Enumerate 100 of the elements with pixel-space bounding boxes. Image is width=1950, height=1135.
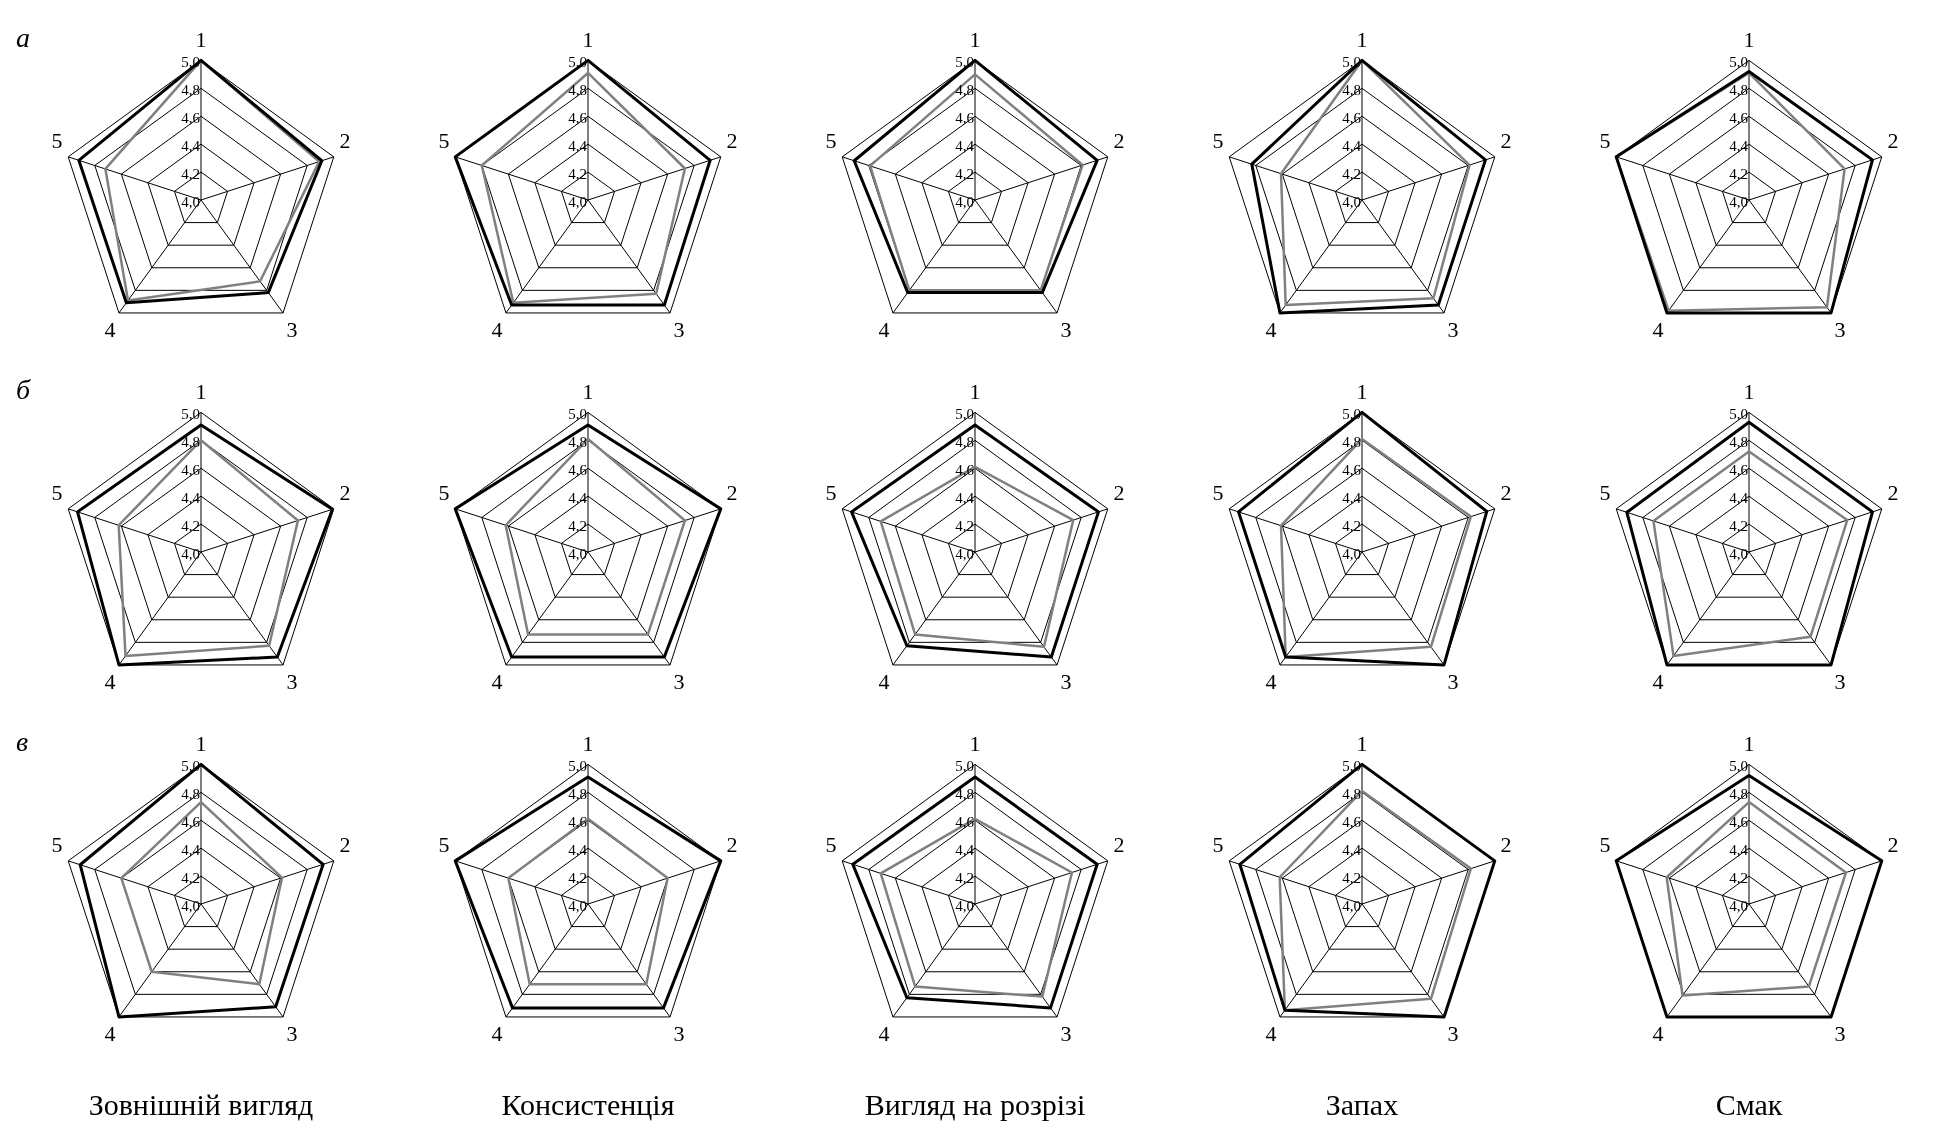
spoke-label: 4 xyxy=(1265,316,1277,342)
spoke-label: 4 xyxy=(878,316,890,342)
y-tick-label: 4,2 xyxy=(955,518,974,535)
y-tick-label: 4,4 xyxy=(1342,842,1362,859)
spoke-label: 2 xyxy=(1887,479,1899,505)
y-tick-label: 4,8 xyxy=(181,786,200,803)
spoke-label: 4 xyxy=(491,668,503,694)
y-tick-label: 4,0 xyxy=(1342,545,1361,562)
y-tick-label: 4,6 xyxy=(1729,814,1749,831)
spoke-label: 2 xyxy=(339,479,351,505)
spoke-label: 3 xyxy=(1060,668,1072,694)
spoke-label: 1 xyxy=(1743,26,1755,52)
y-tick-label: 5,0 xyxy=(568,406,587,423)
y-tick-label: 4,8 xyxy=(568,434,587,451)
spoke-label: 3 xyxy=(1834,668,1846,694)
y-tick-label: 4,4 xyxy=(1729,138,1749,155)
spoke-label: 3 xyxy=(1834,316,1846,342)
text: б xyxy=(16,374,31,406)
spoke-label: 5 xyxy=(51,831,63,857)
spoke-label: 3 xyxy=(1834,1020,1846,1046)
y-tick-label: 4,6 xyxy=(568,462,588,479)
spoke-label: 3 xyxy=(673,668,685,694)
spoke-label: 5 xyxy=(51,127,63,153)
y-tick-label: 4,4 xyxy=(181,490,201,507)
y-tick-label: 4,6 xyxy=(955,462,975,479)
y-tick-label: 4,2 xyxy=(1342,166,1361,183)
y-tick-label: 4,6 xyxy=(181,462,201,479)
spoke-label: 4 xyxy=(1265,668,1277,694)
y-tick-label: 4,6 xyxy=(1729,110,1749,127)
y-tick-label: 4,0 xyxy=(181,545,200,562)
spoke-label: 2 xyxy=(1887,127,1899,153)
spoke-label: 2 xyxy=(1500,479,1512,505)
y-tick-label: 4,4 xyxy=(568,138,588,155)
spoke-label: 3 xyxy=(1447,668,1459,694)
text: Смак xyxy=(1715,1088,1783,1122)
y-tick-label: 4,0 xyxy=(568,545,587,562)
y-tick-label: 4,2 xyxy=(1729,166,1748,183)
y-tick-label: 5,0 xyxy=(955,758,974,775)
y-tick-label: 4,0 xyxy=(181,193,200,210)
y-tick-label: 4,0 xyxy=(955,897,974,914)
y-tick-label: 4,8 xyxy=(1342,786,1361,803)
y-tick-label: 4,2 xyxy=(1729,870,1748,887)
spoke-label: 5 xyxy=(825,831,837,857)
spoke-label: 3 xyxy=(286,668,298,694)
spoke-label: 1 xyxy=(582,378,594,404)
spoke-label: 5 xyxy=(1212,479,1224,505)
text: а xyxy=(16,22,30,54)
spoke-label: 2 xyxy=(1500,831,1512,857)
spoke-label: 1 xyxy=(1743,378,1755,404)
spoke-label: 3 xyxy=(1060,1020,1072,1046)
y-tick-label: 4,8 xyxy=(568,786,587,803)
spoke-label: 1 xyxy=(1743,730,1755,756)
y-tick-label: 4,2 xyxy=(568,166,587,183)
y-tick-label: 5,0 xyxy=(1729,758,1748,775)
y-tick-label: 4,2 xyxy=(181,870,200,887)
y-tick-label: 4,8 xyxy=(1729,786,1748,803)
text: Запах xyxy=(1325,1088,1399,1122)
spoke-label: 2 xyxy=(726,127,738,153)
spoke-label: 3 xyxy=(1447,1020,1459,1046)
spoke-label: 5 xyxy=(1599,479,1611,505)
y-tick-label: 4,4 xyxy=(1342,490,1362,507)
y-tick-label: 4,8 xyxy=(955,82,974,99)
y-tick-label: 4,0 xyxy=(181,897,200,914)
spoke-label: 4 xyxy=(878,668,890,694)
spoke-label: 5 xyxy=(1599,127,1611,153)
spoke-label: 3 xyxy=(673,316,685,342)
spoke-label: 5 xyxy=(51,479,63,505)
spoke-label: 1 xyxy=(582,26,594,52)
spoke-label: 1 xyxy=(195,378,207,404)
y-tick-label: 4,4 xyxy=(181,138,201,155)
spoke-label: 2 xyxy=(726,831,738,857)
spoke-label: 4 xyxy=(1652,316,1664,342)
y-tick-label: 4,8 xyxy=(181,434,200,451)
spoke-label: 1 xyxy=(969,26,981,52)
spoke-label: 5 xyxy=(825,127,837,153)
spoke-label: 2 xyxy=(339,831,351,857)
spoke-label: 5 xyxy=(825,479,837,505)
y-tick-label: 4,6 xyxy=(955,110,975,127)
y-tick-label: 4,6 xyxy=(1729,462,1749,479)
y-tick-label: 4,8 xyxy=(1729,434,1748,451)
y-tick-label: 4,0 xyxy=(568,897,587,914)
y-tick-label: 4,2 xyxy=(1342,518,1361,535)
y-tick-label: 4,2 xyxy=(1342,870,1361,887)
spoke-label: 1 xyxy=(1356,378,1368,404)
text: Консистенція xyxy=(501,1088,675,1122)
y-tick-label: 4,4 xyxy=(955,842,975,859)
y-tick-label: 4,2 xyxy=(181,518,200,535)
y-tick-label: 4,2 xyxy=(568,870,587,887)
text: в xyxy=(16,726,29,758)
spoke-label: 2 xyxy=(1113,831,1125,857)
spoke-label: 1 xyxy=(969,378,981,404)
spoke-label: 4 xyxy=(104,316,116,342)
y-tick-label: 4,8 xyxy=(568,82,587,99)
spoke-label: 1 xyxy=(195,730,207,756)
spoke-label: 2 xyxy=(1887,831,1899,857)
spoke-label: 3 xyxy=(673,1020,685,1046)
spoke-label: 2 xyxy=(339,127,351,153)
spoke-label: 2 xyxy=(726,479,738,505)
spoke-label: 2 xyxy=(1500,127,1512,153)
y-tick-label: 5,0 xyxy=(1729,54,1748,71)
